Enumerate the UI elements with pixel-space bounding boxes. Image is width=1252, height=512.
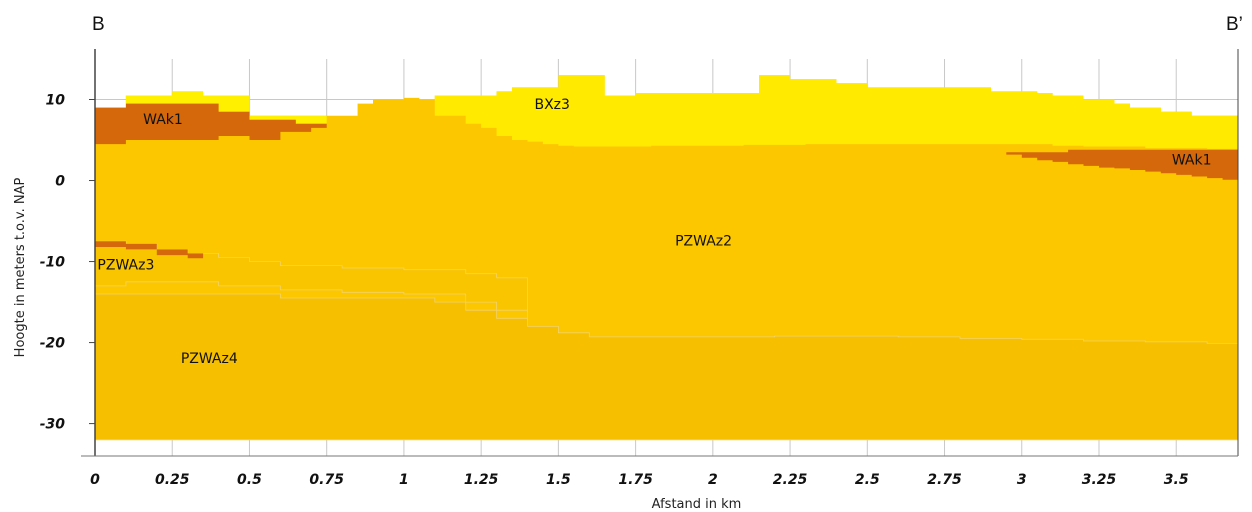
- y-tick-label: -10: [40, 255, 66, 271]
- unit-label: PZWAz3: [97, 258, 154, 274]
- x-tick-label: 3.25: [1082, 472, 1117, 488]
- layer-pzwaz3: [94, 240, 528, 319]
- y-tick-label: 0: [55, 174, 65, 190]
- x-tick-label: 0.75: [309, 472, 344, 488]
- layer-cover-left: [95, 91, 327, 124]
- x-tick-label: 2.25: [773, 472, 808, 488]
- layer-wak1-right: [1006, 149, 1238, 181]
- section-end-label: B’: [1226, 14, 1243, 35]
- x-tick-label: 1.5: [546, 472, 571, 488]
- unit-label: PZWAz4: [181, 351, 238, 367]
- x-tick-label: 2: [708, 472, 718, 488]
- y-tick-label: -20: [40, 336, 66, 352]
- x-tick-label: 0.5: [237, 472, 262, 488]
- x-axis-label: Afstand in km: [652, 497, 742, 512]
- y-tick-label: -30: [40, 417, 66, 433]
- x-tick-label: 3.5: [1164, 472, 1189, 488]
- y-axis-label: Hoogte in meters t.o.v. NAP: [13, 178, 28, 358]
- x-tick-label: 2.75: [927, 472, 962, 488]
- x-tick-label: 1.25: [464, 472, 499, 488]
- unit-label: WAk1: [143, 112, 183, 128]
- x-tick-label: 2.5: [855, 472, 880, 488]
- layer-wak1-left: [95, 103, 327, 145]
- x-tick-label: 3: [1017, 472, 1027, 488]
- y-tick-label: 10: [46, 93, 66, 109]
- x-tick-label: 0: [90, 472, 100, 488]
- unit-label: BXz3: [534, 97, 569, 113]
- section-start-label: B: [92, 14, 105, 35]
- unit-label: WAk1: [1172, 152, 1212, 168]
- layer-wak1-streak: [95, 241, 204, 262]
- x-tick-label: 1: [399, 472, 409, 488]
- layer-bxz3: [434, 75, 1238, 150]
- x-tick-label: 1.75: [618, 472, 653, 488]
- x-tick-label: 0.25: [155, 472, 190, 488]
- layer-pzwaz4: [94, 293, 1239, 441]
- unit-label: PZWAz2: [675, 233, 732, 249]
